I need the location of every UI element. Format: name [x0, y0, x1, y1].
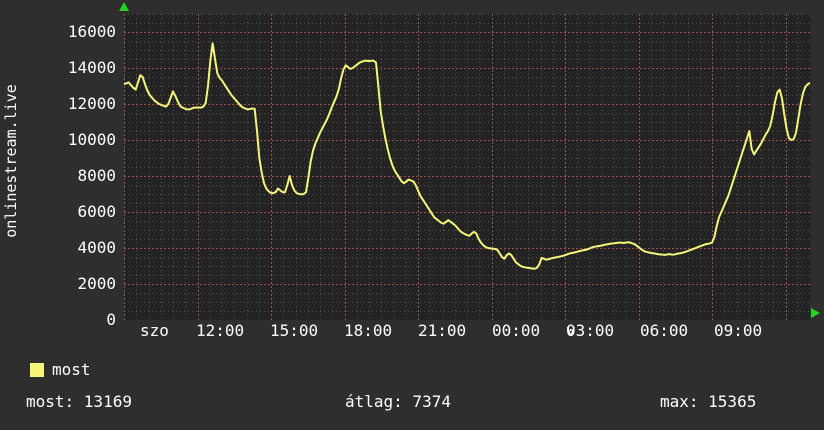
x-axis-tick-labels: szo 12:00 15:00 18:00 21:00 00:00 v 03:00 06:00 0… — [0, 322, 824, 346]
x-axis-tick-label: 15:00 — [270, 321, 319, 340]
x-axis-tick-label: 06:00 — [640, 321, 689, 340]
y-axis-title: onlinestream.live — [0, 0, 22, 322]
y-axis-tick-label: 12000 — [67, 94, 116, 113]
y-axis-tick-label: 14000 — [67, 58, 116, 77]
x-axis-tick-label: 03:00 — [566, 321, 615, 340]
y-axis-tick-label: 2000 — [77, 274, 116, 293]
y-axis-title-text: onlinestream.live — [2, 84, 20, 238]
stat-current: most: 13169 — [26, 392, 132, 411]
y-axis-tick-label: 0 — [106, 310, 116, 329]
chart-plot-area — [124, 14, 810, 320]
x-axis-tick-label: 09:00 — [714, 321, 763, 340]
legend-color-swatch — [30, 362, 44, 377]
x-axis-tick-label: 18:00 — [344, 321, 393, 340]
x-axis-arrow-icon — [811, 308, 820, 318]
y-axis-tick-label: 4000 — [77, 238, 116, 257]
y-axis-tick-labels: 0 2000 4000 6000 8000 10000 12000 14000 16000 — [22, 0, 120, 330]
y-axis-tick-label: 16000 — [67, 22, 116, 41]
y-axis-tick-label: 6000 — [77, 202, 116, 221]
x-axis-tick-label: szo — [140, 321, 169, 340]
stat-maximum: max: 15365 — [660, 392, 757, 411]
stat-average: átlag: 7374 — [345, 392, 451, 411]
y-axis-arrow-icon — [119, 2, 129, 11]
x-axis-tick-label: 21:00 — [418, 321, 467, 340]
stats-row: most: 13169 átlag: 7374 max: 15365 — [0, 392, 824, 416]
x-axis-tick-label: 00:00 — [492, 321, 541, 340]
y-axis-tick-label: 8000 — [77, 166, 116, 185]
legend: most — [30, 360, 91, 379]
x-axis-tick-label: v — [566, 321, 576, 340]
y-axis-tick-label: 10000 — [67, 130, 116, 149]
legend-label: most — [52, 360, 91, 379]
chart-svg — [124, 14, 810, 320]
x-axis-tick-label: 12:00 — [196, 321, 245, 340]
